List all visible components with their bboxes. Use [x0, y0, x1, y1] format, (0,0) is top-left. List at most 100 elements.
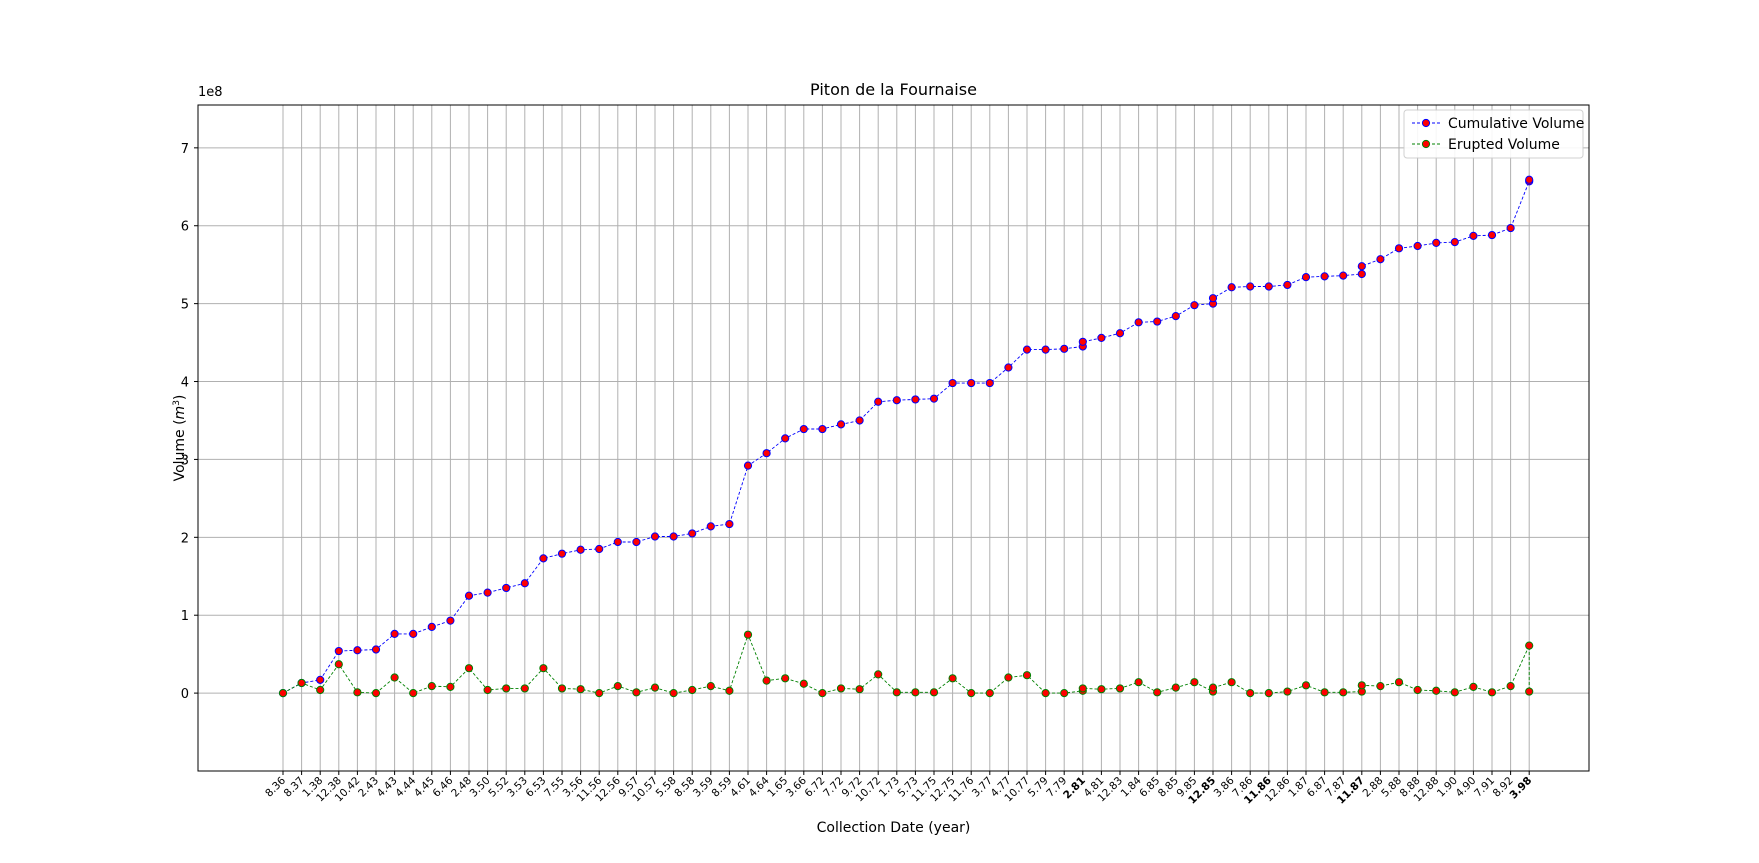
y-axis-label: Volume (m3)	[172, 395, 188, 482]
data-point	[725, 519, 734, 529]
y-axis-ticks: 0 1 2 3 4 5 6 7	[181, 142, 198, 702]
data-point	[948, 674, 957, 683]
data-point	[1041, 345, 1050, 354]
y-axis-label-base: Volume (	[172, 419, 188, 481]
data-point	[1432, 238, 1441, 247]
data-point	[483, 588, 492, 597]
data-point	[1153, 317, 1162, 326]
data-point	[706, 681, 715, 691]
data-point	[1376, 681, 1385, 691]
y-tick-label: 2	[181, 531, 189, 546]
data-point	[1004, 363, 1013, 372]
data-point	[613, 681, 622, 691]
data-point	[632, 537, 641, 547]
data-point	[1301, 681, 1311, 690]
data-point	[929, 394, 939, 403]
data-point	[483, 685, 492, 695]
data-point	[1525, 175, 1534, 184]
data-point	[781, 434, 790, 443]
data-point	[911, 688, 920, 697]
data-point	[1413, 685, 1422, 695]
data-point	[1190, 301, 1199, 310]
chart-title: Piton de la Fournaise	[810, 80, 977, 99]
legend-marker	[1421, 139, 1431, 149]
data-point	[334, 660, 343, 669]
data-point	[1171, 683, 1180, 692]
data-point	[836, 420, 846, 429]
data-point	[1022, 671, 1032, 680]
y-axis-multiplier: 1e8	[198, 85, 223, 100]
data-point	[1190, 678, 1199, 687]
data-point	[1078, 684, 1087, 693]
data-point	[874, 397, 883, 406]
data-point	[799, 679, 808, 688]
data-point	[762, 449, 771, 458]
data-point	[1171, 311, 1180, 321]
legend-box	[1403, 109, 1584, 159]
data-point	[353, 646, 362, 655]
data-point	[390, 673, 399, 682]
y-axis-label-close: )	[172, 395, 188, 400]
data-point	[781, 674, 790, 683]
data-point	[1283, 280, 1292, 290]
grid	[198, 105, 1589, 771]
data-point	[520, 684, 529, 693]
data-point	[985, 689, 994, 698]
data-point	[576, 685, 585, 694]
data-point	[1357, 262, 1366, 271]
y-tick-label: 6	[181, 220, 189, 235]
data-point	[762, 676, 771, 685]
data-point	[1078, 337, 1087, 346]
data-point	[818, 424, 827, 434]
data-point	[334, 646, 343, 656]
data-point	[1376, 255, 1385, 264]
data-point	[409, 689, 418, 698]
data-point	[316, 685, 325, 695]
data-point	[502, 684, 511, 693]
data-point	[595, 544, 604, 554]
data-point	[1432, 686, 1441, 695]
data-point	[1227, 283, 1236, 292]
data-point	[1134, 318, 1143, 327]
data-point	[1320, 688, 1329, 697]
data-point	[985, 378, 994, 388]
data-point	[836, 684, 846, 693]
data-point	[613, 537, 622, 547]
data-point	[1469, 682, 1478, 691]
y-tick-label: 0	[181, 687, 189, 702]
data-point	[1208, 294, 1218, 303]
data-point	[1413, 241, 1422, 251]
y-axis-label-exponent: 3	[172, 400, 182, 406]
data-point	[1487, 230, 1497, 240]
data-point	[1357, 681, 1366, 690]
legend-marker	[1421, 118, 1431, 128]
data-point	[688, 529, 697, 538]
data-point	[557, 549, 567, 558]
data-point	[464, 591, 474, 600]
data-point	[1115, 329, 1125, 338]
data-point	[409, 629, 418, 639]
data-point	[1208, 683, 1218, 692]
data-point	[371, 645, 381, 654]
data-point	[818, 689, 827, 698]
data-point	[1301, 273, 1311, 282]
legend-label: Erupted Volume	[1448, 137, 1560, 153]
data-point	[1227, 678, 1236, 687]
data-point	[1487, 688, 1497, 697]
data-point	[1283, 687, 1292, 696]
legend-item-erupted-volume: Erupted Volume	[1412, 137, 1560, 153]
data-point	[669, 532, 678, 541]
data-point	[371, 689, 381, 698]
data-point	[1246, 689, 1255, 698]
data-point	[502, 583, 511, 593]
data-point	[1153, 688, 1162, 697]
data-point	[1339, 688, 1348, 697]
data-point	[278, 689, 288, 698]
legend-label: Cumulative Volume	[1448, 116, 1584, 132]
x-axis-label: Collection Date (year)	[817, 820, 971, 836]
y-tick-label: 7	[181, 142, 189, 157]
data-point	[1394, 244, 1404, 253]
data-point	[539, 554, 548, 563]
data-point	[1506, 223, 1515, 233]
data-point	[743, 630, 753, 639]
